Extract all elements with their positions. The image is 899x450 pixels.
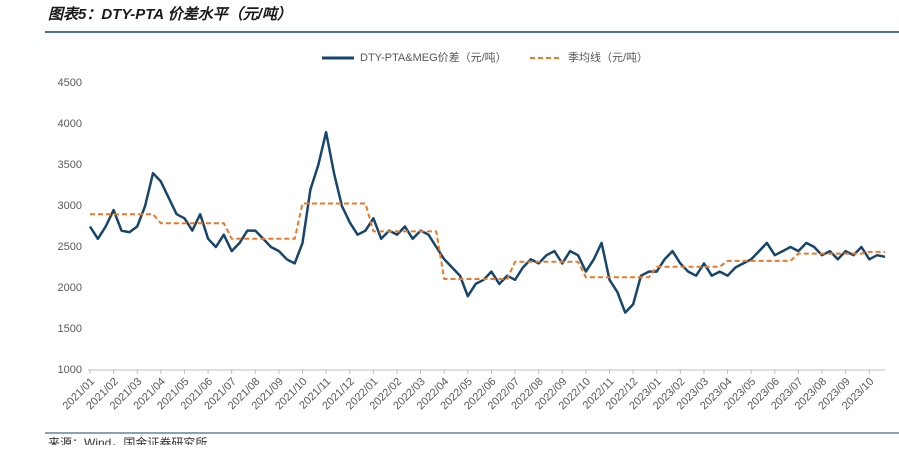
legend-label: DTY-PTA&MEG价差（元/吨） — [360, 50, 507, 64]
y-tick-label: 4500 — [58, 77, 82, 89]
legend-label: 季均线（元/吨） — [568, 50, 648, 64]
y-tick-label: 3000 — [58, 200, 82, 212]
y-tick-label: 1500 — [58, 323, 82, 335]
y-tick-label: 1000 — [58, 364, 82, 376]
y-tick-label: 2000 — [58, 282, 82, 294]
y-tick-label: 3500 — [58, 159, 82, 171]
y-tick-label: 4000 — [58, 118, 82, 130]
y-tick-label: 2500 — [58, 241, 82, 253]
chart-title: 图表5：DTY-PTA 价差水平（元/吨） — [48, 5, 292, 23]
source: 来源：Wind，国金证券研究所 — [48, 435, 207, 445]
series-line — [88, 130, 886, 314]
series-line — [90, 202, 885, 280]
